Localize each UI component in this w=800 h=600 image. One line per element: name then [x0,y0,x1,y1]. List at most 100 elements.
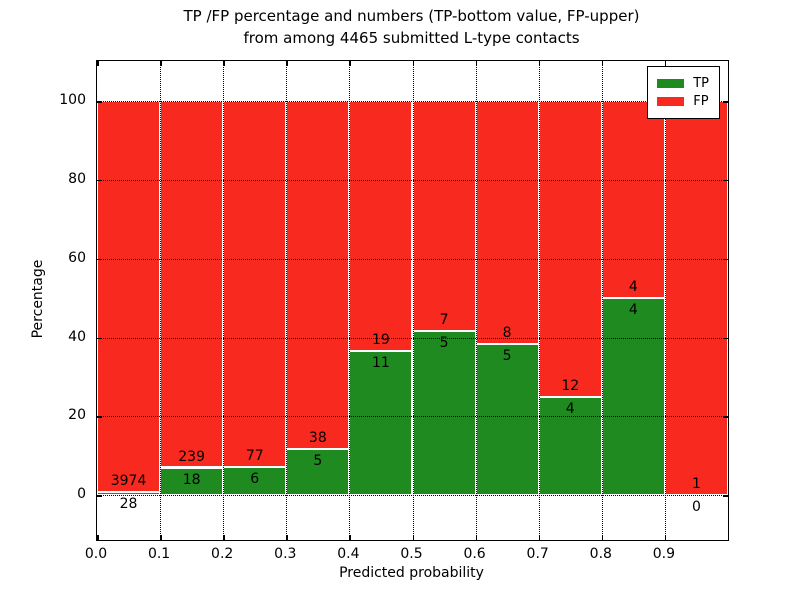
x-tick-label: 0.1 [147,546,171,562]
v-gridline [349,61,351,540]
tp-bar-segment [160,467,224,496]
fp-bar-segment [97,101,161,493]
x-tick-label: 0.8 [589,546,612,562]
fp-bar-segment [601,101,665,299]
x-tick-mark [538,61,541,66]
tp-bar-segment [286,449,350,496]
legend-label-tp: TP [693,76,709,91]
tp-bar-segment [349,350,413,496]
tp-count-label: 5 [502,347,512,364]
legend-entry-fp: FP [657,94,709,109]
tp-count-label: 4 [565,400,575,417]
fp-count-label: 19 [372,331,390,348]
chart-title-line2: from among 4465 submitted L-type contact… [243,29,580,47]
fp-bar-segment [412,101,476,331]
x-tick-mark [223,61,225,66]
y-axis-label: Percentage [30,259,46,339]
fp-swatch-icon [657,97,685,106]
fp-count-label: 77 [245,447,264,464]
y-tick-mark [97,337,102,340]
v-gridline [475,61,477,540]
x-tick-label: 0.4 [337,546,360,562]
y-tick-label: 60 [68,249,86,266]
x-tick-mark [286,535,288,540]
y-tick-label: 80 [68,170,86,187]
x-tick-label: 0.9 [652,546,676,562]
fp-bar-segment [349,101,413,351]
y-tick-label: 100 [59,92,86,109]
x-tick-mark [412,535,414,540]
x-tick-label: 0.7 [526,546,549,562]
y-tick-mark [97,416,102,418]
tp-count-label: 18 [182,471,201,488]
fp-count-label: 3974 [110,473,147,490]
x-tick-label: 0.5 [400,546,423,562]
x-tick-mark [664,535,667,540]
y-tick-mark [97,179,102,182]
y-tick-mark [723,179,728,182]
fp-bar-segment [475,101,539,344]
x-tick-mark [412,61,414,66]
x-tick-mark [538,535,541,540]
y-tick-mark [97,101,102,103]
x-tick-mark [349,61,351,66]
y-tick-label: 20 [68,407,86,424]
fp-bar-segment [286,101,350,450]
x-tick-mark [349,535,351,540]
y-tick-label: 40 [68,328,86,345]
tp-bar-segment [475,343,539,496]
tp-swatch-icon [657,79,685,88]
plot-area: TP FP 3974 28 239 18 77 6 38 5 19 11 7 5 8 5 12 4 4 4 1 0 [96,60,729,541]
legend-entry-tp: TP [657,76,709,91]
fp-bar-segment [664,101,728,496]
chart-title-line1: TP /FP percentage and numbers (TP-bottom… [183,7,640,25]
x-tick-mark [97,61,99,66]
chart-title: TP /FP percentage and numbers (TP-bottom… [96,5,727,49]
v-gridline [160,61,162,540]
y-tick-label: 0 [77,486,86,503]
fp-count-label: 4 [628,279,638,296]
y-tick-mark [723,101,728,103]
tp-bar-segment [97,492,161,496]
x-tick-label: 0.0 [84,546,108,562]
x-tick-mark [475,61,478,66]
x-tick-label: 0.2 [211,546,234,562]
v-gridline [664,61,666,540]
v-gridline [286,61,288,540]
v-gridline [601,61,603,540]
fp-count-label: 38 [308,430,327,447]
tp-bar-segment [601,298,665,496]
y-tick-mark [723,258,728,261]
fp-count-label: 239 [178,448,205,465]
legend: TP FP [647,66,720,119]
fp-count-label: 7 [439,311,449,328]
fp-bar-segment [538,101,602,397]
x-tick-label: 0.3 [274,546,297,562]
tp-bar-segment [412,330,476,496]
fp-bar-segment [223,101,287,467]
fp-count-label: 8 [502,324,512,341]
x-tick-mark [475,535,478,540]
x-tick-mark [286,61,288,66]
x-axis-label: Predicted probability [339,565,484,581]
v-gridline [412,61,414,540]
y-tick-mark [723,416,728,418]
x-tick-mark [223,535,225,540]
x-tick-mark [160,61,162,66]
v-gridline [538,61,540,540]
tp-bar-segment [538,396,602,496]
x-tick-mark [601,535,604,540]
tp-count-label: 11 [372,354,390,371]
y-tick-mark [723,495,728,497]
x-tick-mark [664,61,667,66]
tp-count-label: 0 [691,499,701,516]
x-tick-label: 0.6 [463,546,486,562]
y-tick-mark [97,258,102,261]
y-tick-mark [97,495,102,497]
tp-count-label: 5 [313,453,323,470]
tp-count-label: 4 [628,302,638,319]
fp-count-label: 1 [691,476,701,493]
tp-count-label: 5 [439,334,449,351]
x-tick-mark [601,61,604,66]
